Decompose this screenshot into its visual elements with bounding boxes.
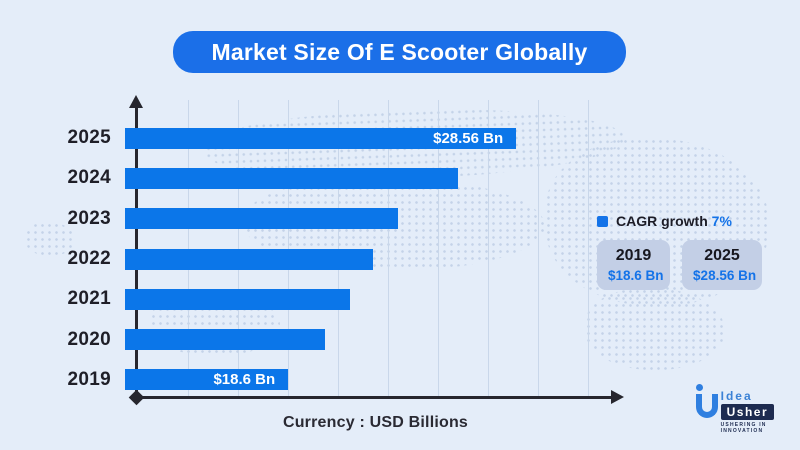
bar-row-2019: 2019 $18.6 Bn	[56, 360, 612, 400]
legend-box-year: 2025	[704, 247, 740, 264]
x-axis-caption: Currency : USD Billions	[282, 414, 469, 431]
x-axis-arrow-icon	[611, 390, 624, 404]
y-axis-label-2025: 2025	[67, 127, 111, 149]
bar-2021	[125, 288, 351, 310]
bar-track	[125, 248, 598, 270]
bar-track: $28.56 Bn	[125, 127, 598, 149]
y-axis-label-2019: 2019	[67, 368, 111, 390]
bar-2024	[125, 167, 458, 189]
legend-cagr-row: CAGR growth 7%	[597, 213, 762, 229]
bar-value-label-2025: $28.56 Bn	[433, 129, 504, 147]
page-title: Market Size Of E Scooter Globally	[173, 31, 626, 73]
logo-usher-text: Usher	[720, 404, 775, 420]
bar-2019: $18.6 Bn	[125, 369, 289, 391]
logo-tagline: USHERING IN INNOVATION	[720, 422, 767, 434]
legend-box-value: $18.6 Bn	[608, 268, 664, 283]
world-map-dots	[25, 222, 75, 256]
bar-track	[125, 167, 598, 189]
legend-box-year: 2019	[615, 247, 652, 264]
bar-row-2021: 2021	[56, 279, 612, 319]
bar-track	[125, 329, 598, 351]
logo-u-icon	[694, 384, 718, 422]
y-axis-label-2020: 2020	[67, 328, 111, 350]
bar-chart: 2025 $28.56 Bn 2024 2023	[56, 118, 612, 400]
brand-logo: Idea Usher USHERING IN INNOVATION	[694, 384, 800, 434]
legend-label: CAGR growth 7%	[616, 213, 732, 229]
bar-2020	[125, 329, 326, 351]
legend-label-text: CAGR growth	[616, 213, 708, 229]
bar-track	[125, 208, 598, 230]
bar-track	[125, 288, 598, 310]
legend-boxes: 2019 $18.6 Bn 2025 $28.56 Bn	[597, 240, 762, 290]
bar-row-2022: 2022	[56, 239, 612, 279]
x-axis-line	[135, 396, 613, 399]
bar-row-2024: 2024	[56, 158, 612, 198]
bar-row-2020: 2020	[56, 319, 612, 359]
y-axis-label-2022: 2022	[67, 248, 111, 270]
legend-cagr-value: 7%	[711, 213, 732, 229]
bar-value-label-2019: $18.6 Bn	[213, 371, 276, 389]
bar-track: $18.6 Bn	[125, 369, 598, 391]
bar-row-2025: 2025 $28.56 Bn	[56, 118, 612, 158]
bar-2025: $28.56 Bn	[125, 127, 517, 149]
bar-row-2023: 2023	[56, 199, 612, 239]
logo-text-block: Idea Usher USHERING IN INNOVATION	[720, 384, 800, 434]
y-axis-arrow-icon	[129, 95, 143, 108]
y-axis-label-2024: 2024	[67, 167, 111, 189]
legend-box-2025: 2025 $28.56 Bn	[682, 240, 762, 290]
bar-2022	[125, 248, 373, 270]
bar-2023	[125, 208, 398, 230]
y-axis-label-2023: 2023	[67, 207, 111, 229]
logo-idea-text: Idea	[720, 389, 753, 403]
y-axis-label-2021: 2021	[67, 288, 111, 310]
legend-box-value: $28.56 Bn	[693, 268, 757, 283]
legend-box-2019: 2019 $18.6 Bn	[597, 240, 671, 290]
legend: CAGR growth 7% 2019 $18.6 Bn 2025 $28.56…	[597, 213, 762, 290]
legend-swatch-icon	[597, 215, 608, 227]
